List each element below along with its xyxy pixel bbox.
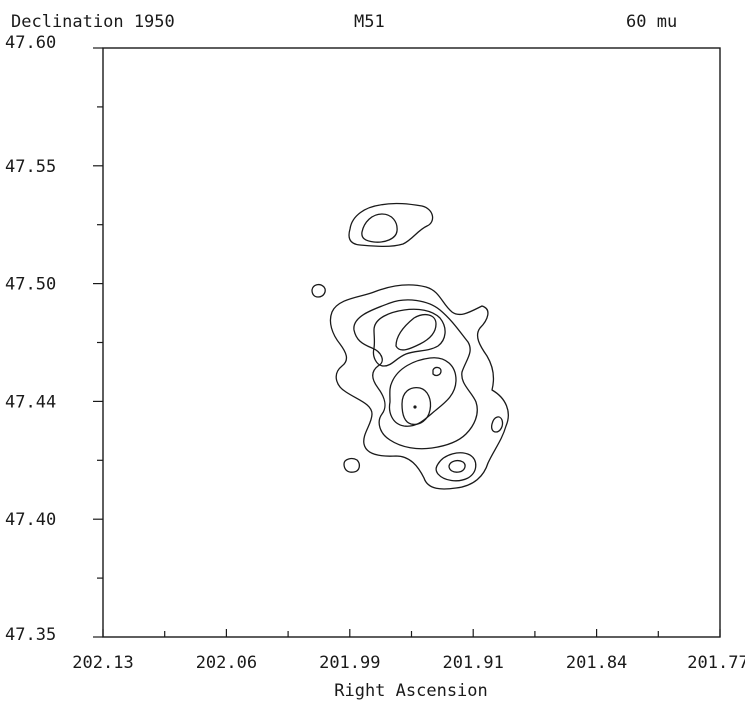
contour-north-core [395, 313, 437, 351]
x-tick-label: 202.06 [196, 653, 257, 673]
x-tick-label: 201.77 [687, 653, 745, 673]
contour-small-west [311, 283, 326, 298]
contour-main-outer [329, 284, 509, 490]
contour-north-inner [361, 213, 398, 243]
contour-central-level3 [388, 357, 457, 427]
y-tick-label: 47.60 [5, 33, 56, 53]
y-tick-label: 47.40 [5, 510, 56, 530]
x-tick-label: 201.99 [319, 653, 380, 673]
header-left-label: Declination 1950 [11, 12, 175, 32]
header-right-label: 60 mu [626, 12, 678, 32]
contour-main-level2 [353, 299, 478, 450]
y-tick-label: 47.35 [5, 625, 56, 645]
contour-group [311, 202, 509, 490]
x-axis: 202.13 202.06 201.99 201.91 201.84 201.77 [72, 629, 745, 673]
contour-central-knot [432, 366, 442, 377]
contour-east-blob [490, 416, 504, 433]
x-tick-label: 201.91 [442, 653, 503, 673]
chart-title: M51 [354, 12, 385, 32]
contour-south-level3 [448, 459, 466, 473]
y-tick-label: 47.50 [5, 275, 56, 295]
contour-small-southwest [343, 457, 361, 473]
contour-south-level2 [435, 452, 477, 482]
contour-central-level4 [401, 386, 432, 426]
y-tick-label: 47.55 [5, 157, 56, 177]
x-tick-label: 201.84 [566, 653, 627, 673]
contour-north-outer [348, 202, 434, 248]
y-tick-label: 47.44 [5, 392, 56, 412]
x-axis-label: Right Ascension [334, 681, 488, 701]
plot-frame [102, 47, 721, 638]
y-axis: 47.60 47.55 47.50 47.44 47.40 47.35 [5, 33, 103, 645]
contour-main-level3 [372, 308, 446, 367]
central-peak-marker [413, 405, 417, 409]
x-tick-label: 202.13 [72, 653, 133, 673]
